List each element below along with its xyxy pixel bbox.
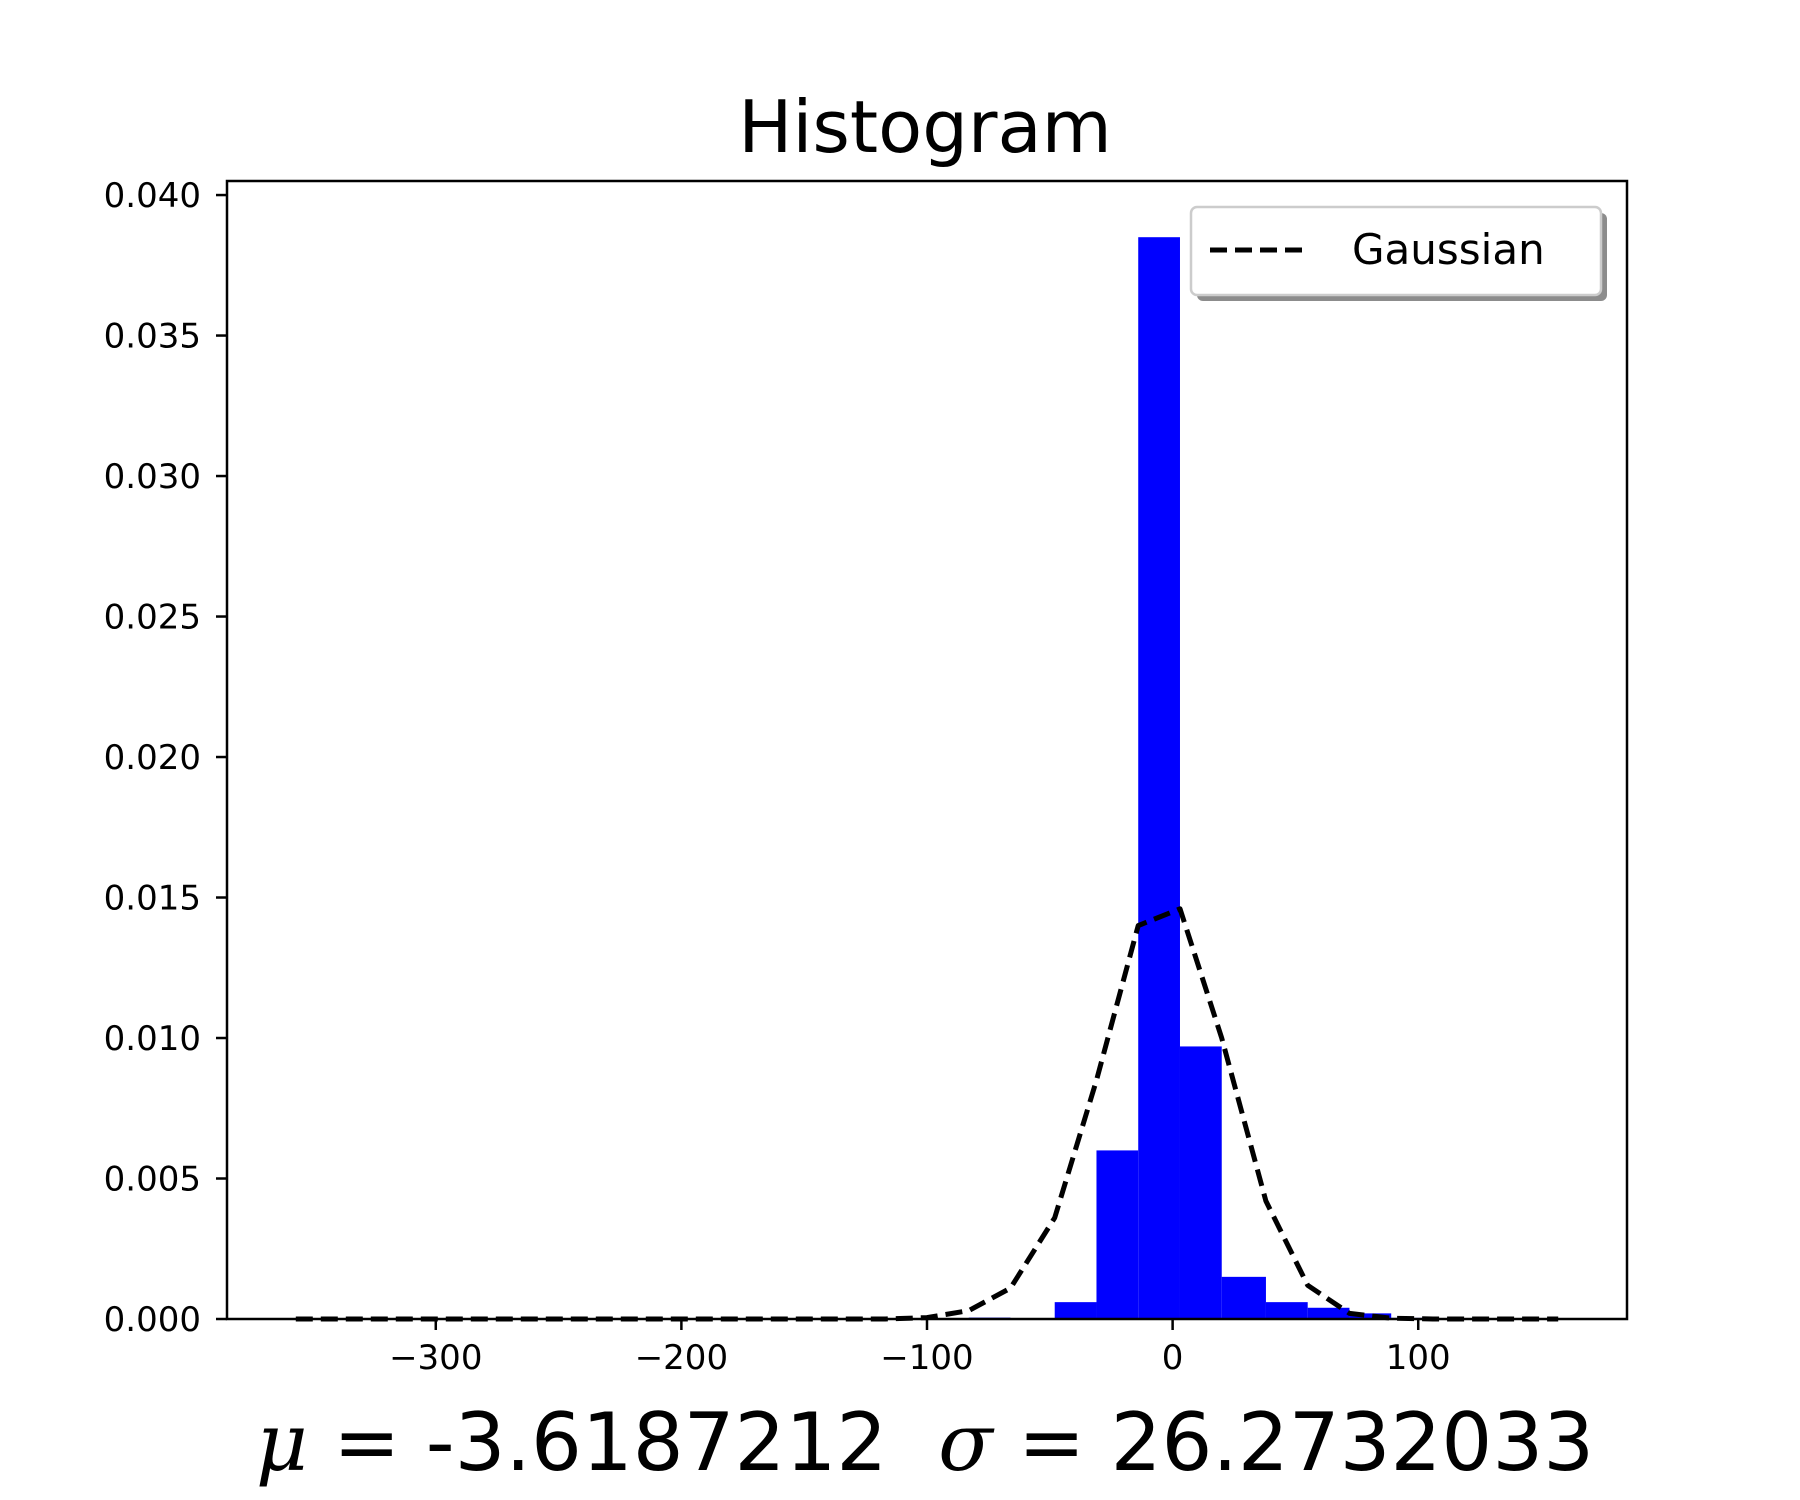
y-tick-label: 0.035 <box>104 317 201 357</box>
plot-frame <box>225 179 1629 1321</box>
x-tick-label: 0 <box>1162 1338 1184 1378</box>
histogram-bar <box>1138 237 1180 1320</box>
mu-value: = -3.6187212 <box>308 1396 938 1489</box>
histogram-bar <box>1054 1302 1097 1319</box>
x-axis: −300 −200 −100 0 100 <box>389 1319 1451 1378</box>
x-tick-label: −300 <box>389 1338 482 1378</box>
y-tick-label: 0.015 <box>104 879 201 919</box>
y-tick-label: 0.010 <box>104 1019 201 1059</box>
y-axis: 0.000 0.005 0.010 0.015 0.020 0.025 0.030 0.035… <box>104 176 227 1340</box>
x-tick-label: −100 <box>880 1338 973 1378</box>
gaussian-line <box>295 906 1559 1322</box>
legend-box <box>1189 205 1603 297</box>
histogram-bar <box>1221 1276 1266 1319</box>
chart-title: Histogram <box>738 85 1112 169</box>
x-tick-label: −200 <box>635 1338 728 1378</box>
histogram-bars <box>295 237 1559 1320</box>
histogram-bar <box>1307 1307 1350 1319</box>
sigma-value: = 26.2732033 <box>993 1396 1594 1489</box>
y-tick-label: 0.000 <box>104 1300 201 1340</box>
y-tick-label: 0.040 <box>104 176 201 216</box>
y-tick-label: 0.025 <box>104 598 201 638</box>
sigma-symbol: σ <box>938 1396 995 1489</box>
x-tick-label: 100 <box>1386 1338 1451 1378</box>
gaussian-curve-layer <box>295 906 1559 1322</box>
mu-symbol: μ <box>256 1396 308 1489</box>
legend: Gaussian <box>1189 205 1607 301</box>
legend-gaussian-label: Gaussian <box>1352 225 1545 274</box>
histogram-bar <box>1349 1313 1392 1319</box>
histogram-bar <box>1265 1302 1308 1319</box>
y-tick-label: 0.005 <box>104 1160 201 1200</box>
histogram-bar <box>1179 1046 1222 1319</box>
x-axis-label: μ = -3.6187212 σ = 26.2732033 <box>256 1396 1594 1489</box>
y-tick-label: 0.020 <box>104 738 201 778</box>
histogram-bar <box>1096 1150 1139 1319</box>
y-tick-label: 0.030 <box>104 457 201 497</box>
